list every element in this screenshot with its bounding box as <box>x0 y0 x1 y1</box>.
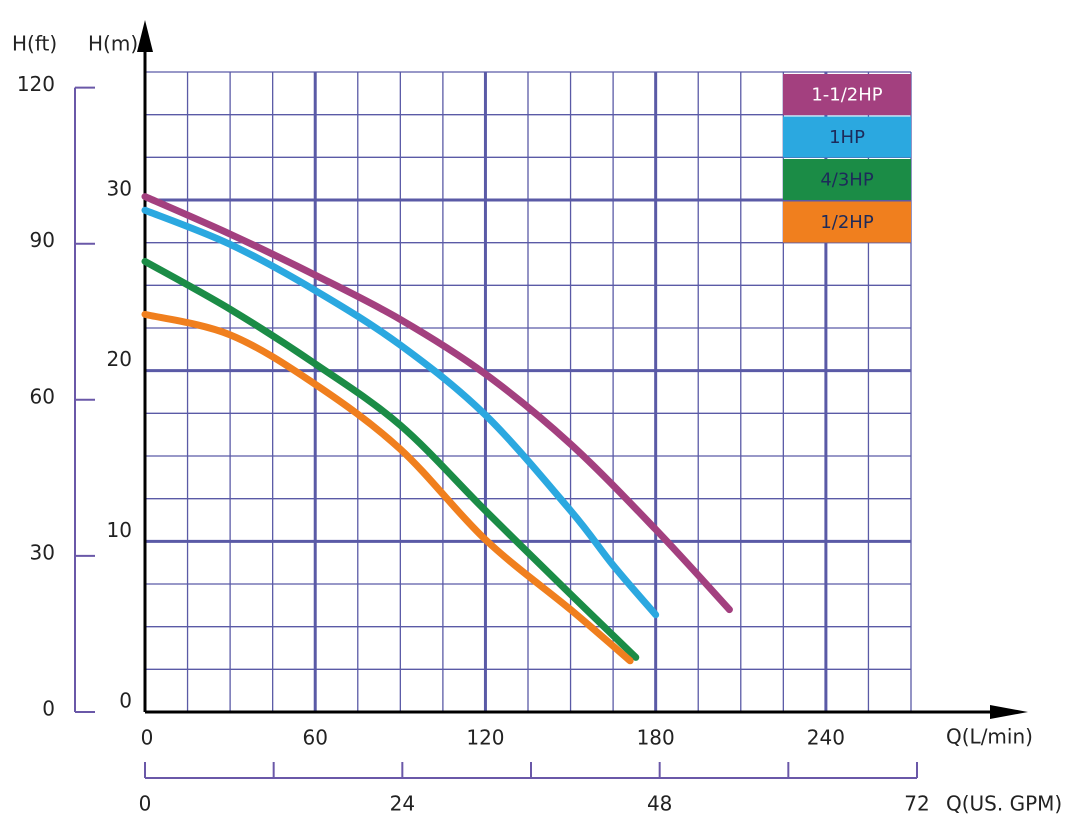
y-tick-label: 30 <box>107 177 132 201</box>
x-tick-label: 120 <box>466 726 504 750</box>
x2-axis-label: Q(US. GPM) <box>946 792 1062 816</box>
y2-tick-label: 30 <box>30 540 55 564</box>
legend-label: 1HP <box>829 127 865 148</box>
y2-tick-label: 120 <box>17 72 55 96</box>
x-axis-label: Q(L/min) <box>946 725 1033 749</box>
curve <box>141 193 733 614</box>
curve <box>141 206 660 619</box>
legend-swatch <box>783 74 911 115</box>
x-tick-label: 60 <box>302 726 327 750</box>
y2-tick-label: 90 <box>30 228 55 252</box>
curve <box>141 310 634 665</box>
y-tick-label: 10 <box>107 518 132 542</box>
legend-swatch <box>783 116 911 158</box>
y2-tick-label: 0 <box>42 697 55 721</box>
x-axis-arrow <box>990 705 1028 719</box>
curve <box>141 257 640 661</box>
x2-tick-label: 48 <box>647 792 672 816</box>
legend-swatch <box>783 201 911 243</box>
legend-label: 4/3HP <box>820 170 874 191</box>
x2-tick-label: 72 <box>904 792 929 816</box>
x2-tick-label: 0 <box>139 792 152 816</box>
x2-tick-label: 24 <box>390 792 415 816</box>
y2-axis-label: H(ft) <box>12 32 57 56</box>
y-axis-label: H(m) <box>88 32 138 56</box>
y2-tick-label: 60 <box>30 384 55 408</box>
y-tick-label: 0 <box>119 689 132 713</box>
legend-swatch <box>783 159 911 200</box>
legend-label: 1/2HP <box>820 212 874 233</box>
x-tick-label: 0 <box>141 726 154 750</box>
legend-label: 1-1/2HP <box>811 85 882 106</box>
y-axis-arrow <box>137 20 153 52</box>
x-tick-label: 180 <box>637 726 675 750</box>
x-tick-label: 240 <box>807 726 845 750</box>
y-tick-label: 20 <box>107 347 132 371</box>
